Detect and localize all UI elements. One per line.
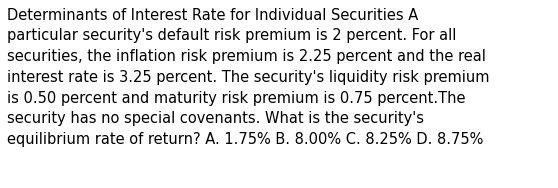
Text: Determinants of Interest Rate for Individual Securities A
particular security's : Determinants of Interest Rate for Indivi…	[7, 8, 490, 147]
